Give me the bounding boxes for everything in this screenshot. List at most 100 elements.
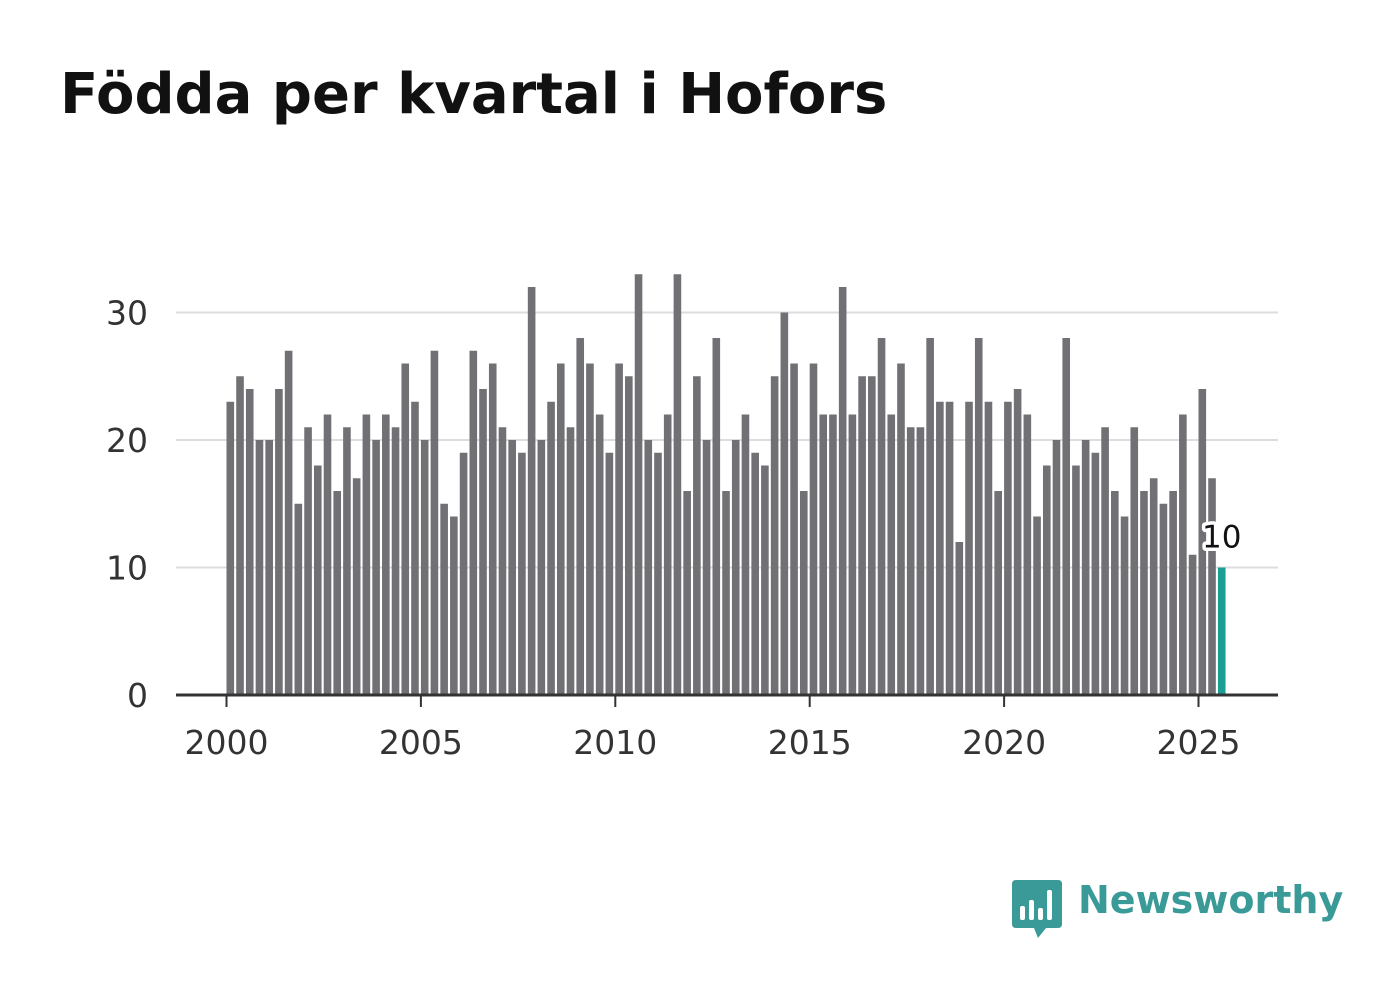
last-value-label: 10	[1202, 520, 1241, 556]
bar	[994, 491, 1002, 695]
bar	[1091, 452, 1100, 695]
bar	[868, 376, 876, 695]
bar	[1140, 491, 1148, 695]
bar	[848, 414, 857, 695]
bar	[401, 363, 410, 695]
x-tick-label: 2005	[379, 723, 463, 762]
x-tick-label: 2010	[573, 723, 657, 762]
bar	[527, 287, 536, 695]
bar	[926, 338, 934, 695]
bar	[304, 427, 312, 695]
bar	[430, 350, 439, 695]
bar	[440, 503, 448, 695]
bar	[829, 414, 837, 695]
bars	[226, 274, 1226, 695]
annotations: 10	[1199, 516, 1245, 559]
bar	[906, 427, 915, 695]
newsworthy-logo-text: Newsworthy	[1078, 878, 1344, 922]
bar	[722, 491, 730, 695]
bar	[1013, 389, 1022, 695]
bar	[1081, 440, 1090, 695]
bar	[799, 491, 808, 695]
bar	[1149, 478, 1158, 695]
bar	[634, 274, 643, 695]
bar	[654, 452, 662, 695]
y-tick-label: 10	[106, 549, 148, 588]
bar	[1217, 567, 1226, 695]
bar	[605, 452, 614, 695]
bar	[245, 389, 254, 695]
x-tick-label: 2000	[185, 723, 269, 762]
bar	[372, 440, 380, 695]
bar	[1033, 516, 1041, 695]
bar	[1062, 338, 1071, 695]
bar	[751, 452, 759, 695]
bar	[712, 338, 721, 695]
bar	[838, 287, 847, 695]
x-tick-label: 2015	[768, 723, 852, 762]
newsworthy-logo[interactable]: Newsworthy	[1010, 876, 1343, 942]
bar	[1004, 401, 1012, 695]
bar	[450, 516, 458, 695]
bar	[352, 478, 361, 695]
bar	[343, 427, 351, 695]
x-tick-label: 2025	[1157, 723, 1241, 762]
bar	[644, 440, 653, 695]
bar	[965, 401, 973, 695]
bar	[780, 312, 789, 695]
bar	[984, 401, 993, 695]
bar	[488, 363, 497, 695]
bar	[547, 401, 555, 695]
bar	[382, 414, 390, 695]
bar	[916, 427, 925, 695]
x-tick-label: 2020	[962, 723, 1046, 762]
bar	[479, 389, 487, 695]
bar	[615, 363, 623, 695]
y-tick-label: 30	[106, 294, 148, 333]
bar	[741, 414, 750, 695]
bar	[955, 542, 964, 695]
bar	[1188, 554, 1197, 695]
bar	[508, 440, 516, 695]
bar	[275, 389, 283, 695]
bar	[518, 452, 526, 695]
bar	[226, 401, 235, 695]
bar	[1159, 503, 1168, 695]
bar	[731, 440, 740, 695]
bar	[790, 363, 798, 695]
bar	[1042, 465, 1051, 695]
bar	[576, 338, 585, 695]
bar	[1052, 440, 1061, 695]
bar	[323, 414, 332, 695]
bar	[761, 465, 769, 695]
bar	[1169, 491, 1177, 695]
bar	[945, 401, 954, 695]
bar	[333, 491, 342, 695]
bar	[1120, 516, 1129, 695]
bar	[1179, 414, 1187, 695]
bar	[770, 376, 779, 695]
bar	[663, 414, 672, 695]
bar	[362, 414, 371, 695]
bar	[858, 376, 866, 695]
bar	[1111, 491, 1119, 695]
y-tick-label: 0	[127, 676, 148, 715]
bar	[702, 440, 711, 695]
bar	[809, 363, 818, 695]
bar	[693, 376, 701, 695]
bar	[420, 440, 429, 695]
bar	[1130, 427, 1139, 695]
bar	[1198, 389, 1207, 695]
bar	[265, 440, 273, 695]
bar	[411, 401, 419, 695]
x-axis-ticks: 2000 2005 2010 2015 2020 2025	[176, 693, 1278, 762]
bar	[537, 440, 546, 695]
bar	[819, 414, 828, 695]
bar	[887, 414, 896, 695]
bar	[1072, 465, 1080, 695]
bar	[459, 452, 468, 695]
bar	[625, 376, 633, 695]
newsworthy-logo-icon	[1012, 880, 1062, 938]
bar	[294, 503, 303, 695]
bar	[673, 274, 682, 695]
